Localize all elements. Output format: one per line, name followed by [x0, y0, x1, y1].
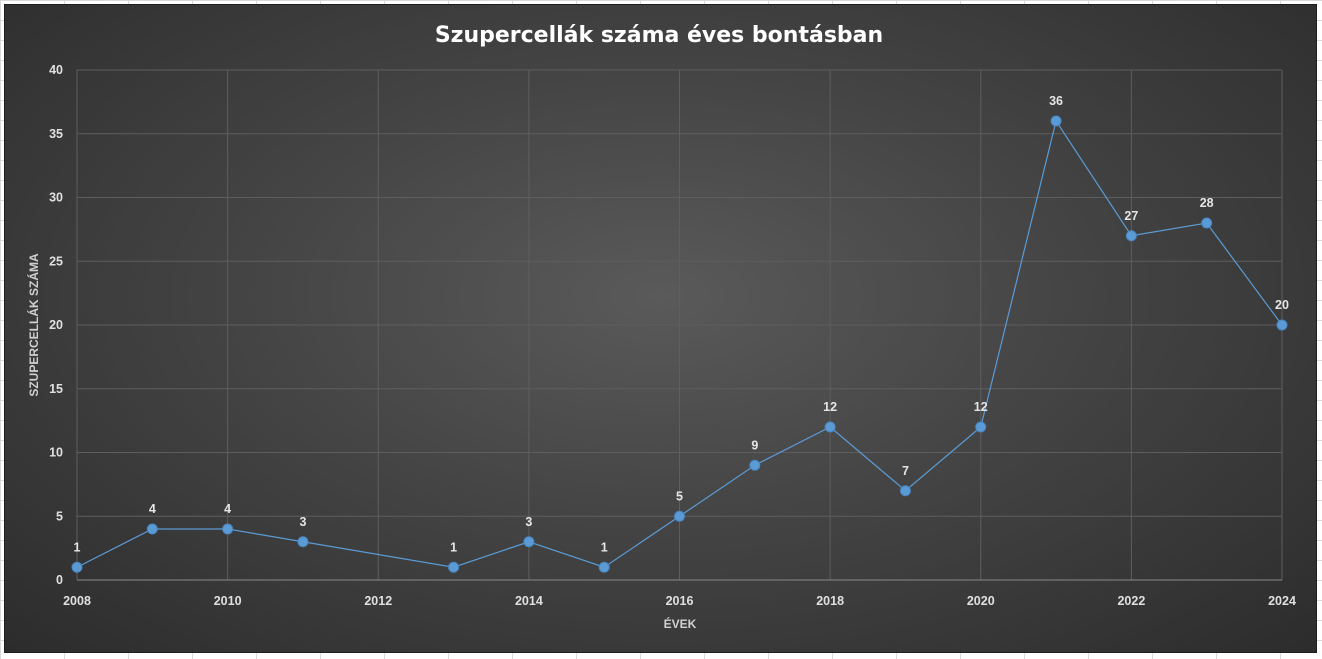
data-label: 1: [450, 540, 457, 554]
data-point: [146, 523, 158, 535]
y-tick-label: 5: [56, 509, 63, 523]
x-axis-ticks: 2008 2010 2012 2014 2016 2018 2020 2022 2024: [63, 594, 1296, 608]
data-label: 5: [676, 489, 683, 503]
x-axis-title: ÉVEK: [664, 616, 697, 631]
data-point: [1125, 230, 1137, 242]
data-point: [71, 561, 83, 573]
y-tick-label: 30: [49, 191, 63, 205]
series-line: [76, 119, 1283, 568]
x-tick-label: 2018: [816, 594, 844, 608]
series-szupercellak: [71, 115, 1288, 573]
data-label: 27: [1124, 209, 1138, 223]
y-tick-label: 35: [49, 127, 63, 141]
data-label: 3: [525, 515, 532, 529]
chart-title: Szupercellák száma éves bontásban: [435, 23, 883, 48]
y-tick-label: 15: [49, 382, 63, 396]
y-axis-ticks: 0 5 10 15 20 25 30 35 40: [49, 63, 63, 587]
data-point: [1201, 217, 1213, 229]
x-tick-label: 2016: [666, 594, 694, 608]
x-tick-label: 2024: [1268, 594, 1296, 608]
data-point: [1276, 319, 1288, 331]
x-tick-label: 2020: [967, 594, 995, 608]
data-label: 36: [1049, 94, 1063, 108]
y-tick-label: 40: [49, 63, 63, 77]
x-tick-label: 2012: [364, 594, 392, 608]
x-tick-label: 2008: [63, 594, 91, 608]
data-labels: 1 4 4 3 1 3 1 5 9 12 7 12 36 27 28 20: [74, 94, 1289, 554]
x-tick-label: 2010: [214, 594, 242, 608]
y-tick-label: 10: [49, 446, 63, 460]
data-label: 28: [1200, 196, 1214, 210]
y-tick-label: 25: [49, 254, 63, 268]
data-label: 3: [299, 515, 306, 529]
y-axis-title: SZUPERCELLÁK SZÁMA: [26, 253, 41, 397]
y-tick-label: 20: [49, 318, 63, 332]
data-label: 1: [74, 540, 81, 554]
data-point: [674, 510, 685, 522]
chart-area[interactable]: [4, 4, 1317, 653]
data-point: [824, 421, 836, 433]
data-label: 9: [751, 438, 758, 452]
y-tick-label: 0: [56, 573, 63, 587]
data-label: 4: [224, 502, 231, 516]
data-label: 1: [601, 540, 608, 554]
data-label: 7: [902, 464, 909, 478]
data-point: [222, 523, 234, 535]
gridlines: [76, 69, 1283, 581]
data-label: 12: [823, 400, 837, 414]
data-point: [297, 536, 309, 548]
data-label: 4: [149, 502, 156, 516]
x-tick-label: 2022: [1117, 594, 1145, 608]
data-point: [975, 421, 987, 433]
data-point: [899, 485, 911, 497]
data-point: [448, 561, 460, 573]
data-label: 20: [1275, 298, 1289, 312]
data-point: [1050, 115, 1062, 127]
data-label: 12: [974, 400, 988, 414]
x-tick-label: 2014: [515, 594, 543, 608]
data-point: [523, 536, 535, 548]
data-point: [749, 459, 761, 471]
data-point: [598, 561, 610, 573]
